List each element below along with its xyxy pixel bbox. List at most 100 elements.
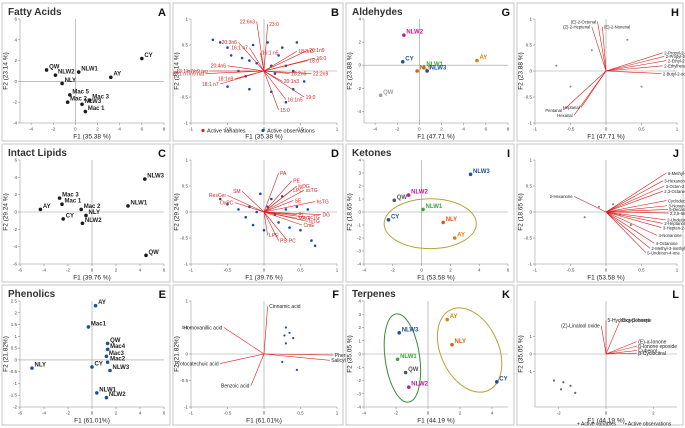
vector-label: 23:0 [269, 22, 279, 28]
observation-label: CY [391, 214, 399, 220]
observation-label: NLW1 [131, 200, 148, 206]
y-tick-label: 6 [14, 158, 17, 163]
panel-C: -6 -4 -2 0 2 4 6 -6 -4 -2 0 2 4 6 F1 (39.76 %) F2 (29.2… [1, 143, 171, 283]
observation-dot [640, 85, 643, 88]
observation-point [61, 217, 65, 221]
observation-label: CY [405, 56, 413, 62]
loading-vector [263, 211, 303, 226]
panel-title: Phenolics [8, 289, 56, 300]
loading-vector [563, 70, 607, 111]
observation-label: CY [95, 361, 103, 367]
observation-dot [310, 239, 313, 242]
observation-point [60, 81, 64, 86]
panel-frame [345, 143, 515, 283]
observation-dot [302, 80, 306, 83]
y-tick-label: -1 [13, 381, 17, 386]
observation-point [406, 193, 411, 197]
x-tick-label: 0 [418, 127, 421, 132]
observation-point [95, 391, 99, 395]
observation-point [415, 69, 419, 73]
loading-vector [263, 211, 268, 236]
vector-label: 20:3n6 [222, 40, 238, 46]
loading-vector [605, 350, 637, 355]
observation-dot [226, 202, 229, 206]
y-axis-label: F2 (23.14 %) [3, 52, 10, 90]
x-tick-label: -0.5 [224, 268, 232, 273]
observation-dot [306, 208, 310, 211]
x-tick-label: 2 [449, 268, 452, 273]
loading-vector [238, 42, 265, 72]
observation-point [452, 236, 457, 240]
observation-dot [229, 54, 233, 57]
x-axis-label: F1 (47.71 %) [587, 134, 625, 141]
observation-point [109, 75, 113, 80]
y-tick-label: 0 [529, 352, 532, 357]
panel-frame [172, 143, 344, 283]
x-tick-label: -4 [362, 411, 366, 416]
observation-dot [273, 72, 277, 75]
loading-vector [605, 211, 662, 228]
panel-letter: D [331, 148, 339, 160]
observation-label: Mac 1 [88, 106, 105, 112]
panel-letter: A [158, 7, 166, 19]
y-axis-label: F2 (29.24 %) [174, 193, 181, 231]
y-tick-label: 0.5 [182, 184, 189, 189]
y-tick-label: -2 [357, 86, 361, 91]
observation-point [422, 65, 426, 70]
loading-vector [605, 320, 621, 355]
vector-label: 2-Undecanone [667, 218, 685, 223]
observation-label: Mac2 [110, 357, 126, 363]
vector-label: Cinnamic acid [269, 304, 301, 310]
observation-label: NLY [420, 66, 431, 72]
x-tick-label: -2 [394, 411, 398, 416]
observation-point [80, 221, 85, 226]
vector-label: (E)-2-Nonenal [604, 25, 630, 30]
observation-label: NLW1 [426, 204, 443, 210]
loading-vector [234, 202, 265, 213]
y-tick-label: -1 [528, 369, 532, 374]
x-tick-label: -2 [391, 268, 395, 273]
vector-label: 5-Hydroxy-β-ionone [608, 318, 652, 324]
y-tick-label: 1 [185, 299, 188, 304]
y-tick-label: 2 [358, 184, 361, 189]
observation-label: CY [66, 213, 74, 219]
x-tick-label: 1 [676, 127, 679, 132]
x-tick-label: 6 [485, 127, 488, 132]
vector-label: β-Cyclocitral [638, 351, 666, 357]
y-tick-label: -4 [357, 405, 361, 410]
observation-label: AY [113, 72, 121, 78]
x-tick-label: 0.5 [297, 411, 304, 416]
x-tick-label: 2 [115, 268, 118, 273]
panel-A: -4 -2 0 2 4 6 8 -4 -2 0 2 4 6 F1 (35.38 %) F2 (23.14 %… [1, 2, 171, 142]
panel-letter: J [673, 148, 679, 160]
vector-label: LPE [269, 233, 279, 239]
observation-point [83, 109, 88, 114]
cluster-ellipse-left [383, 313, 422, 403]
y-axis-label: F2 (21.82%) [3, 336, 10, 372]
observation-point [30, 366, 34, 370]
vector-label: Cyclodecanone [668, 198, 685, 203]
x-tick-label: 6 [163, 411, 166, 416]
panel-letter: B [331, 7, 339, 19]
y-tick-label: 2 [14, 310, 17, 315]
x-tick-label: 0 [263, 127, 266, 132]
loading-vector [234, 70, 265, 80]
loading-vector [263, 70, 312, 74]
observation-dot [295, 41, 299, 44]
x-axis-label: F1 (35.38 %) [73, 134, 111, 141]
loading-vector [256, 21, 265, 72]
vector-label: 2-Propyl-2-Heptenal (isomer) [664, 51, 685, 56]
panel-letter: F [332, 289, 339, 301]
y-tick-label: 6 [14, 17, 17, 22]
x-tick-label: -2 [395, 127, 399, 132]
observation-point [441, 220, 446, 225]
y-tick-label: 4 [358, 158, 361, 163]
observation-label: NLY [65, 78, 76, 84]
y-tick-label: -0.5 [180, 378, 188, 383]
y-tick-label: -0.5 [180, 95, 188, 100]
observation-label: QW [397, 195, 408, 201]
x-tick-label: 6 [507, 268, 510, 273]
vector-label: 18:1 n7/n9 nat [172, 71, 205, 77]
x-tick-label: -0.5 [567, 127, 575, 132]
loading-vector [605, 172, 667, 213]
